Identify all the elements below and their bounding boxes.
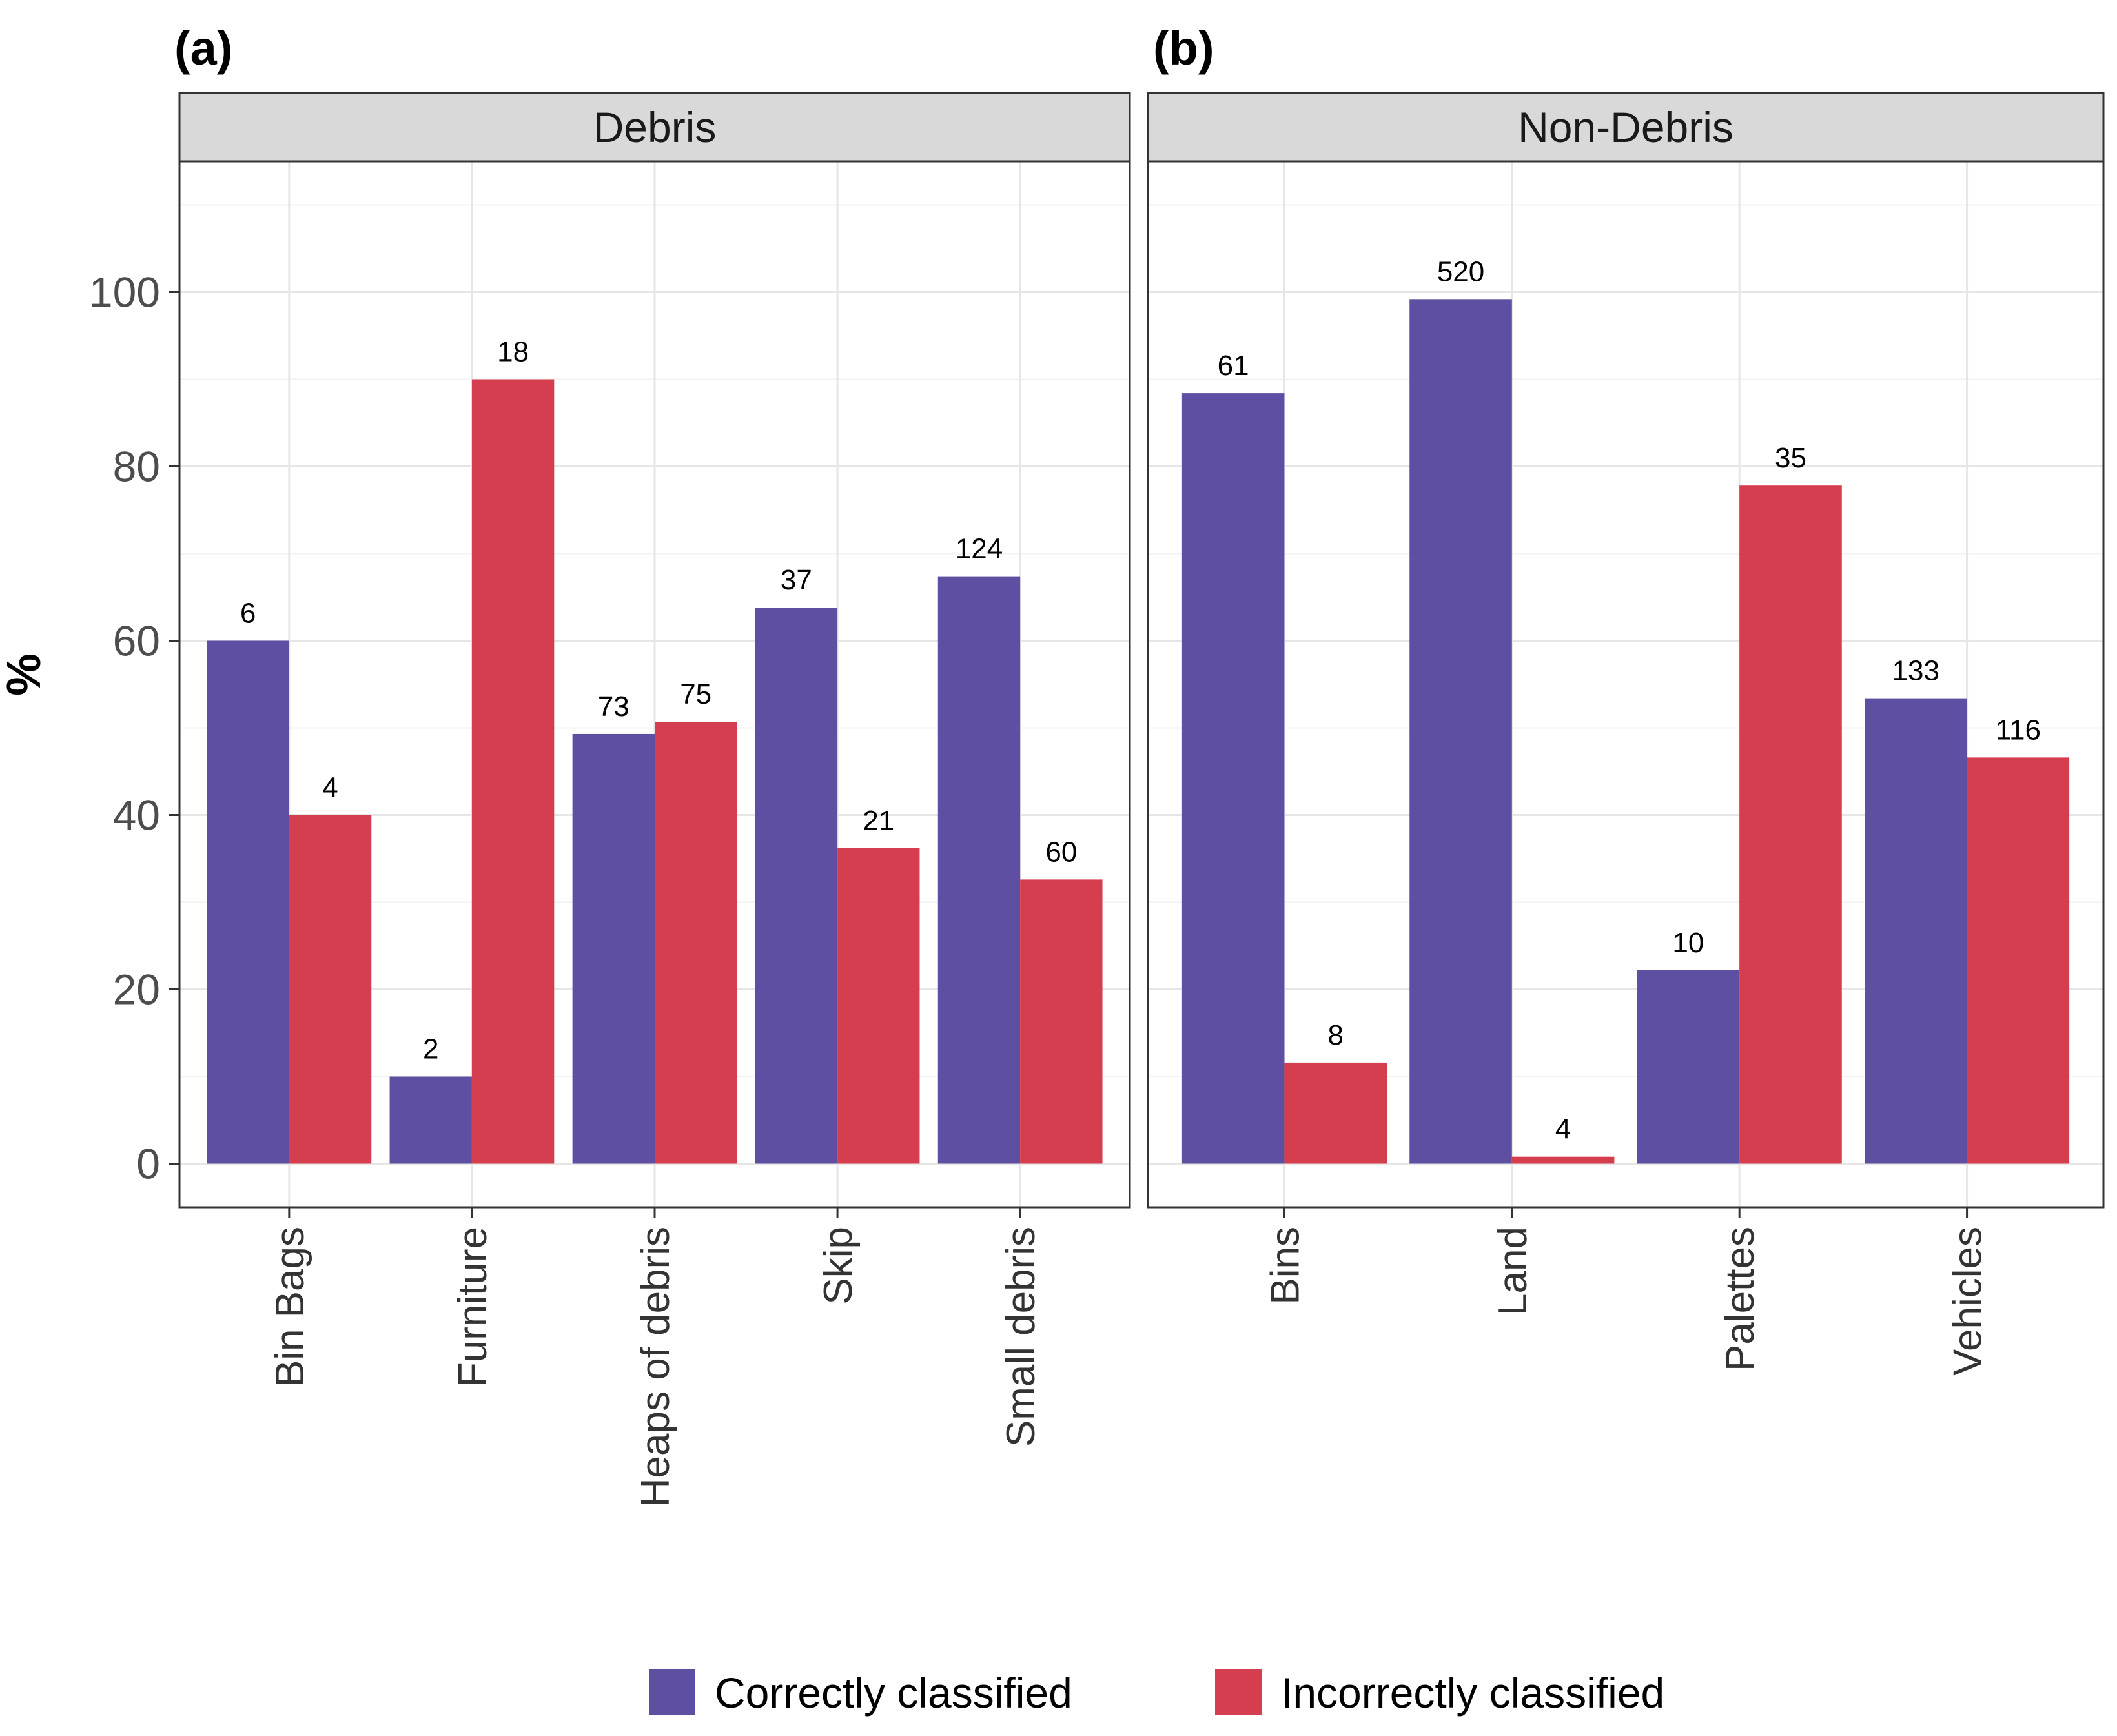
count-label: 6 [240,598,256,629]
y-axis-label: % [0,653,50,696]
bar-incorrect-skip [837,848,920,1164]
x-tick-label: Small debris [999,1227,1043,1447]
count-label: 10 [1672,927,1704,959]
count-label: 37 [781,564,812,596]
bar-incorrect-vehicles [1967,757,2070,1164]
facet-strip [178,92,1131,163]
count-label: 73 [598,691,629,722]
count-label: 116 [1996,714,2041,746]
x-tick-label: Bin Bags [268,1227,312,1387]
y-tick-label: 40 [113,791,160,839]
bar-correct-bins [1181,393,1285,1164]
x-tick-label: Palettes [1718,1227,1763,1371]
count-label: 2 [423,1034,438,1065]
bar-correct-bin-bags [207,640,289,1164]
count-label: 75 [680,679,711,710]
x-tick-label: Land [1491,1227,1535,1316]
bar-incorrect-small-debris [1020,879,1103,1164]
bar-correct-small-debris [937,576,1021,1164]
count-label: 61 [1218,350,1249,382]
legend: Correctly classified Incorrectly classifi… [649,1669,1664,1717]
bar-correct-vehicles [1865,698,1967,1164]
count-label: 4 [322,772,338,804]
legend-swatch [649,1669,695,1715]
bar-correct-skip [755,608,838,1164]
legend-label: Incorrectly classified [1281,1669,1664,1717]
bar-correct-palettes [1637,970,1740,1164]
count-label: 124 [956,533,1003,565]
y-tick-label: 20 [113,966,160,1014]
panel-border [1147,160,2105,1209]
facet-strip-label: Debris [593,103,717,151]
panel-tag: (b) [1153,21,1214,75]
x-tick-label: Skip [816,1227,861,1305]
y-tick-label: 0 [136,1140,160,1188]
bar-incorrect-palettes [1739,485,1842,1164]
facet-strip-label: Non-Debris [1518,103,1733,151]
count-label: 35 [1775,442,1806,474]
bar-incorrect-bin-bags [289,815,372,1164]
count-label: 18 [497,336,529,368]
bar-incorrect-heaps-of-debris [655,722,737,1164]
bar-incorrect-furniture [471,379,555,1164]
legend-swatch [1215,1669,1262,1715]
x-tick-label: Bins [1263,1227,1307,1305]
panel-tag: (a) [174,21,232,75]
bar-incorrect-land [1511,1156,1615,1164]
bar-incorrect-bins [1284,1062,1387,1164]
count-label: 60 [1045,836,1077,868]
bar-correct-land [1409,299,1512,1164]
y-tick-label: 100 [89,269,160,316]
count-label: 4 [1555,1114,1571,1145]
count-label: 8 [1327,1019,1343,1051]
x-tick-label: Heaps of debris [633,1227,678,1507]
count-label: 520 [1437,256,1484,287]
legend-item-correct: Correctly classified [649,1669,1072,1717]
y-tick-label: 60 [113,617,160,665]
count-label: 21 [863,805,894,837]
legend-item-incorrect: Incorrectly classified [1215,1669,1664,1717]
legend-label: Correctly classified [715,1669,1072,1717]
bar-correct-heaps-of-debris [572,733,655,1164]
bar-correct-furniture [389,1076,472,1164]
panel-debris: (a) Debris 6 2 73 37 124 4 18 75 21 60 Bin Bags Furni… [89,21,1131,1507]
count-label: 133 [1892,655,1939,687]
x-tick-label: Furniture [451,1227,495,1387]
x-tick-label: Vehicles [1946,1227,1990,1376]
y-tick-label: 80 [113,443,160,491]
